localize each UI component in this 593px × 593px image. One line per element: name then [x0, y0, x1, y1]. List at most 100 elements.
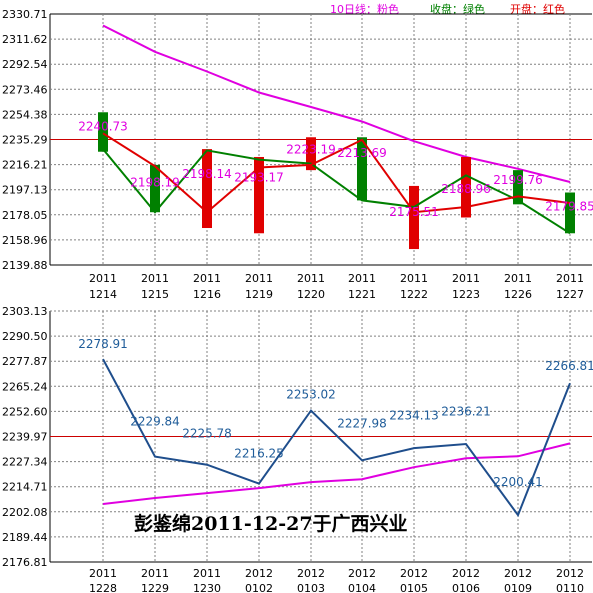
candle-body: [254, 156, 264, 234]
y-tick-label: 2227.34: [2, 456, 48, 469]
x-tick-label-year: 2011: [400, 272, 428, 285]
x-tick-label-year: 2011: [504, 272, 532, 285]
x-tick-label-date: 0103: [297, 582, 325, 593]
legend: 10日线：粉色 收盘：绿色 开盘：红色: [330, 2, 565, 16]
data-label: 2188.96: [441, 182, 491, 196]
data-label: 2179.85: [545, 199, 593, 213]
candle-body: [306, 137, 316, 171]
y-tick-label: 2273.46: [2, 83, 48, 96]
y-tick-label: 2202.08: [2, 506, 48, 519]
x-tick-label-year: 2011: [556, 272, 584, 285]
x-tick-label-date: 1220: [297, 288, 325, 301]
x-tick-label-date: 1228: [89, 582, 117, 593]
x-tick-label-year: 2011: [89, 272, 117, 285]
data-label: 2198.14: [182, 167, 232, 181]
x-tick-label-year: 2012: [400, 567, 428, 580]
candlestick-chart: 2330.71 2311.62 2292.54 2273.46 2254.38 2235.…: [2, 8, 593, 301]
x-tick-label-year: 2012: [504, 567, 532, 580]
x-tick-label-date: 1214: [89, 288, 117, 301]
x-tick-label-year: 2011: [193, 272, 221, 285]
data-label: 2229.84: [130, 415, 180, 429]
open-line: [102, 132, 571, 214]
line-chart: 2303.13 2290.50 2277.87 2265.24 2252.60 2239.…: [2, 305, 593, 593]
chart-caption: 彭鉴绵2011-12-27于广西兴业: [134, 512, 408, 535]
x-tick-label-date: 1222: [400, 288, 428, 301]
candle-body: [409, 185, 419, 250]
y-tick-label: 2252.60: [2, 405, 48, 418]
y-tick-label: 2158.96: [2, 234, 48, 247]
price-line: [102, 358, 571, 518]
x-tick-label-year: 2011: [348, 272, 376, 285]
x-tick-label-date: 1216: [193, 288, 221, 301]
x-tick-label-year: 2011: [141, 272, 169, 285]
x-tick-label-date: 1229: [141, 582, 169, 593]
x-tick-label-year: 2012: [452, 567, 480, 580]
close-line: [102, 148, 571, 235]
y-tick-label: 2235.29: [2, 134, 48, 147]
data-label: 2253.02: [286, 388, 336, 402]
data-label: 2199.76: [493, 173, 543, 187]
data-label: 2278.91: [78, 337, 128, 351]
x-tick-label-date: 1221: [348, 288, 376, 301]
data-label: 2225.78: [182, 426, 232, 440]
y-tick-label: 2189.44: [2, 531, 48, 544]
legend-close-label: 收盘：绿色: [430, 2, 485, 16]
data-label: 2216.25: [234, 446, 284, 460]
x-tick-label-date: 0110: [556, 582, 584, 593]
x-tick-label-date: 1230: [193, 582, 221, 593]
candle-body: [150, 164, 160, 213]
y-tick-label: 2178.05: [2, 209, 48, 222]
data-label: 2240.73: [78, 119, 128, 133]
y-tick-label: 2290.50: [2, 330, 48, 343]
candle-body: [98, 112, 108, 152]
x-tick-label-year: 2012: [556, 567, 584, 580]
candle-body: [202, 149, 212, 229]
y-tick-label: 2277.87: [2, 355, 48, 368]
data-label: 2234.13: [389, 409, 439, 423]
x-tick-label-date: 0102: [245, 582, 273, 593]
y-tick-label: 2176.81: [2, 556, 48, 569]
x-tick-label-date: 1223: [452, 288, 480, 301]
y-tick-label: 2139.88: [2, 259, 48, 272]
data-label: 2223.19: [286, 142, 336, 156]
x-tick-label-year: 2011: [141, 567, 169, 580]
y-tick-label: 2216.21: [2, 159, 48, 172]
ma-line: [102, 24, 571, 183]
x-tick-label-date: 1219: [245, 288, 273, 301]
y-tick-label: 2239.97: [2, 431, 48, 444]
y-tick-label: 2292.54: [2, 58, 48, 71]
x-tick-label-date: 0105: [400, 582, 428, 593]
y-tick-label: 2311.62: [2, 33, 48, 46]
y-tick-label: 2254.38: [2, 108, 48, 121]
x-tick-label-year: 2011: [297, 272, 325, 285]
y-tick-label: 2265.24: [2, 380, 48, 393]
data-label: 2200.41: [493, 475, 543, 489]
legend-open-label: 开盘：红色: [510, 2, 565, 16]
candle-body: [513, 170, 523, 205]
candle-body: [565, 192, 575, 234]
data-label: 2198.19: [130, 175, 180, 189]
data-label: 2193.17: [234, 170, 284, 184]
x-tick-label-year: 2011: [452, 272, 480, 285]
y-tick-label: 2303.13: [2, 305, 48, 318]
legend-ma-label: 10日线：粉色: [330, 2, 399, 16]
data-label: 2266.81: [545, 359, 593, 373]
x-tick-label-year: 2012: [348, 567, 376, 580]
x-tick-label-year: 2012: [297, 567, 325, 580]
data-label: 2213.69: [337, 146, 387, 160]
data-label: 2236.21: [441, 405, 491, 419]
x-tick-label-date: 0106: [452, 582, 480, 593]
data-label: 2175.51: [389, 205, 439, 219]
ma-line: [102, 442, 571, 505]
x-tick-label-date: 1215: [141, 288, 169, 301]
x-tick-label-year: 2012: [245, 567, 273, 580]
candle-body: [357, 137, 367, 201]
x-tick-label-year: 2011: [245, 272, 273, 285]
x-tick-label-year: 2011: [89, 567, 117, 580]
y-tick-label: 2330.71: [2, 8, 48, 21]
x-tick-label-date: 1226: [504, 288, 532, 301]
x-tick-label-date: 0104: [348, 582, 376, 593]
x-tick-label-date: 1227: [556, 288, 584, 301]
y-tick-label: 2214.71: [2, 481, 48, 494]
